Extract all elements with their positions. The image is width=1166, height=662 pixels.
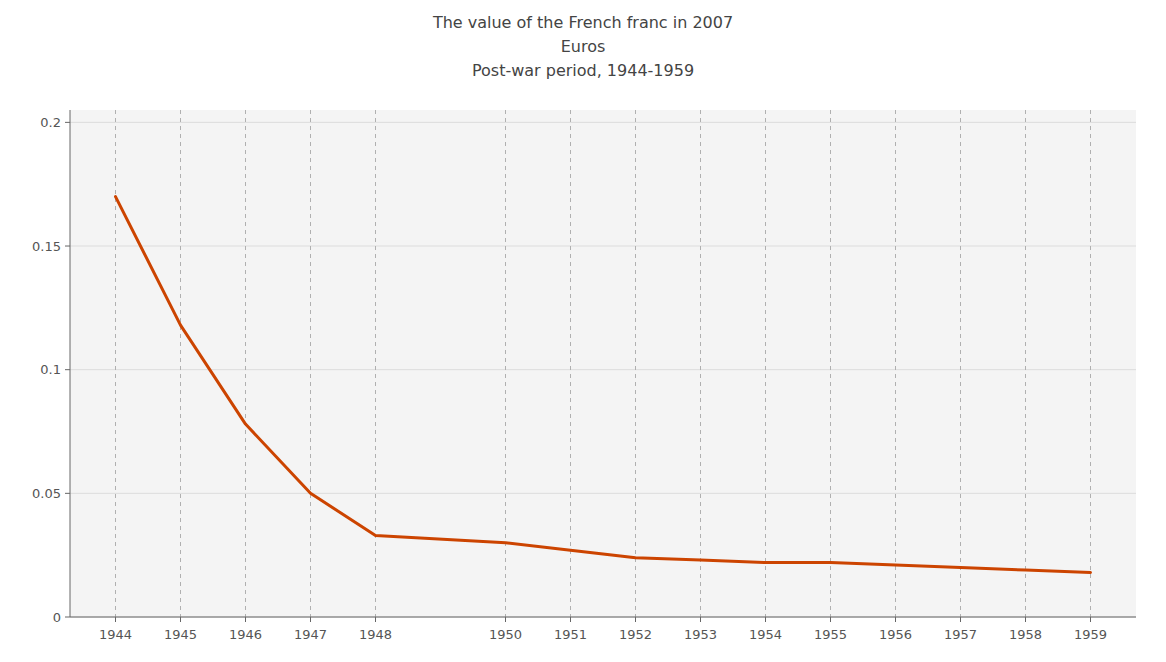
- x-tick-label: 1944: [99, 627, 132, 642]
- x-tick-label: 1954: [749, 627, 782, 642]
- y-tick: [65, 493, 70, 494]
- y-tick: [65, 369, 70, 370]
- x-tick: [505, 617, 506, 622]
- y-grid-line: [70, 246, 1136, 247]
- x-tick-label: 1958: [1009, 627, 1042, 642]
- x-grid-line: [505, 110, 506, 617]
- x-tick: [180, 617, 181, 622]
- x-tick: [1090, 617, 1091, 622]
- y-tick-label: 0: [53, 610, 61, 625]
- x-tick: [895, 617, 896, 622]
- x-grid-line: [115, 110, 116, 617]
- y-axis-line: [70, 110, 71, 617]
- x-tick-label: 1951: [554, 627, 587, 642]
- x-tick: [635, 617, 636, 622]
- x-grid-line: [570, 110, 571, 617]
- y-grid-line: [70, 369, 1136, 370]
- title: The value of the French franc in 2007 Eur…: [432, 13, 733, 80]
- x-tick: [310, 617, 311, 622]
- y-tick: [65, 617, 70, 618]
- x-grid-line: [375, 110, 376, 617]
- plot-background: [70, 110, 1136, 617]
- x-tick: [1025, 617, 1026, 622]
- x-grid-line: [310, 110, 311, 617]
- line: [116, 197, 1091, 573]
- x-tick: [570, 617, 571, 622]
- x-grid-line: [635, 110, 636, 617]
- title-line: Euros: [561, 37, 606, 56]
- x-grid-line: [765, 110, 766, 617]
- y-grid-line: [70, 617, 1136, 618]
- x-grid-line: [1025, 110, 1026, 617]
- y-tick: [65, 246, 70, 247]
- x-grid-line: [1090, 110, 1091, 617]
- title-line: The value of the French franc in 2007: [432, 13, 733, 32]
- x-tick-label: 1952: [619, 627, 652, 642]
- x-tick: [700, 617, 701, 622]
- chart: The value of the French franc in 2007 Eur…: [0, 0, 1166, 662]
- x-tick-label: 1957: [944, 627, 977, 642]
- x-tick: [765, 617, 766, 622]
- x-tick-label: 1946: [229, 627, 262, 642]
- x-grid-line: [960, 110, 961, 617]
- x-axis-line: [70, 617, 1136, 618]
- y-grid-line: [70, 493, 1136, 494]
- y-tick-label: 0.15: [32, 239, 61, 254]
- x-tick: [245, 617, 246, 622]
- x-grid-line: [245, 110, 246, 617]
- x-grid-line: [830, 110, 831, 617]
- x-grid-line: [180, 110, 181, 617]
- x-tick-label: 1947: [294, 627, 327, 642]
- y-tick-label: 0.1: [40, 362, 61, 377]
- x-tick-label: 1945: [164, 627, 197, 642]
- x-tick-label: 1955: [814, 627, 847, 642]
- x-tick-label: 1948: [359, 627, 392, 642]
- y-tick: [65, 122, 70, 123]
- x-tick-label: 1953: [684, 627, 717, 642]
- y-tick-label: 0.05: [32, 486, 61, 501]
- x-tick: [830, 617, 831, 622]
- y-tick-label: 0.2: [40, 115, 61, 130]
- x-tick-label: 1959: [1074, 627, 1107, 642]
- title-line: Post-war period, 1944-1959: [472, 61, 694, 80]
- x-tick-label: 1950: [489, 627, 522, 642]
- x-tick: [960, 617, 961, 622]
- series-group: [116, 197, 1091, 573]
- x-grid-line: [895, 110, 896, 617]
- x-grid-line: [700, 110, 701, 617]
- x-tick: [375, 617, 376, 622]
- x-tick: [115, 617, 116, 622]
- y-grid-line: [70, 122, 1136, 123]
- x-tick-label: 1956: [879, 627, 912, 642]
